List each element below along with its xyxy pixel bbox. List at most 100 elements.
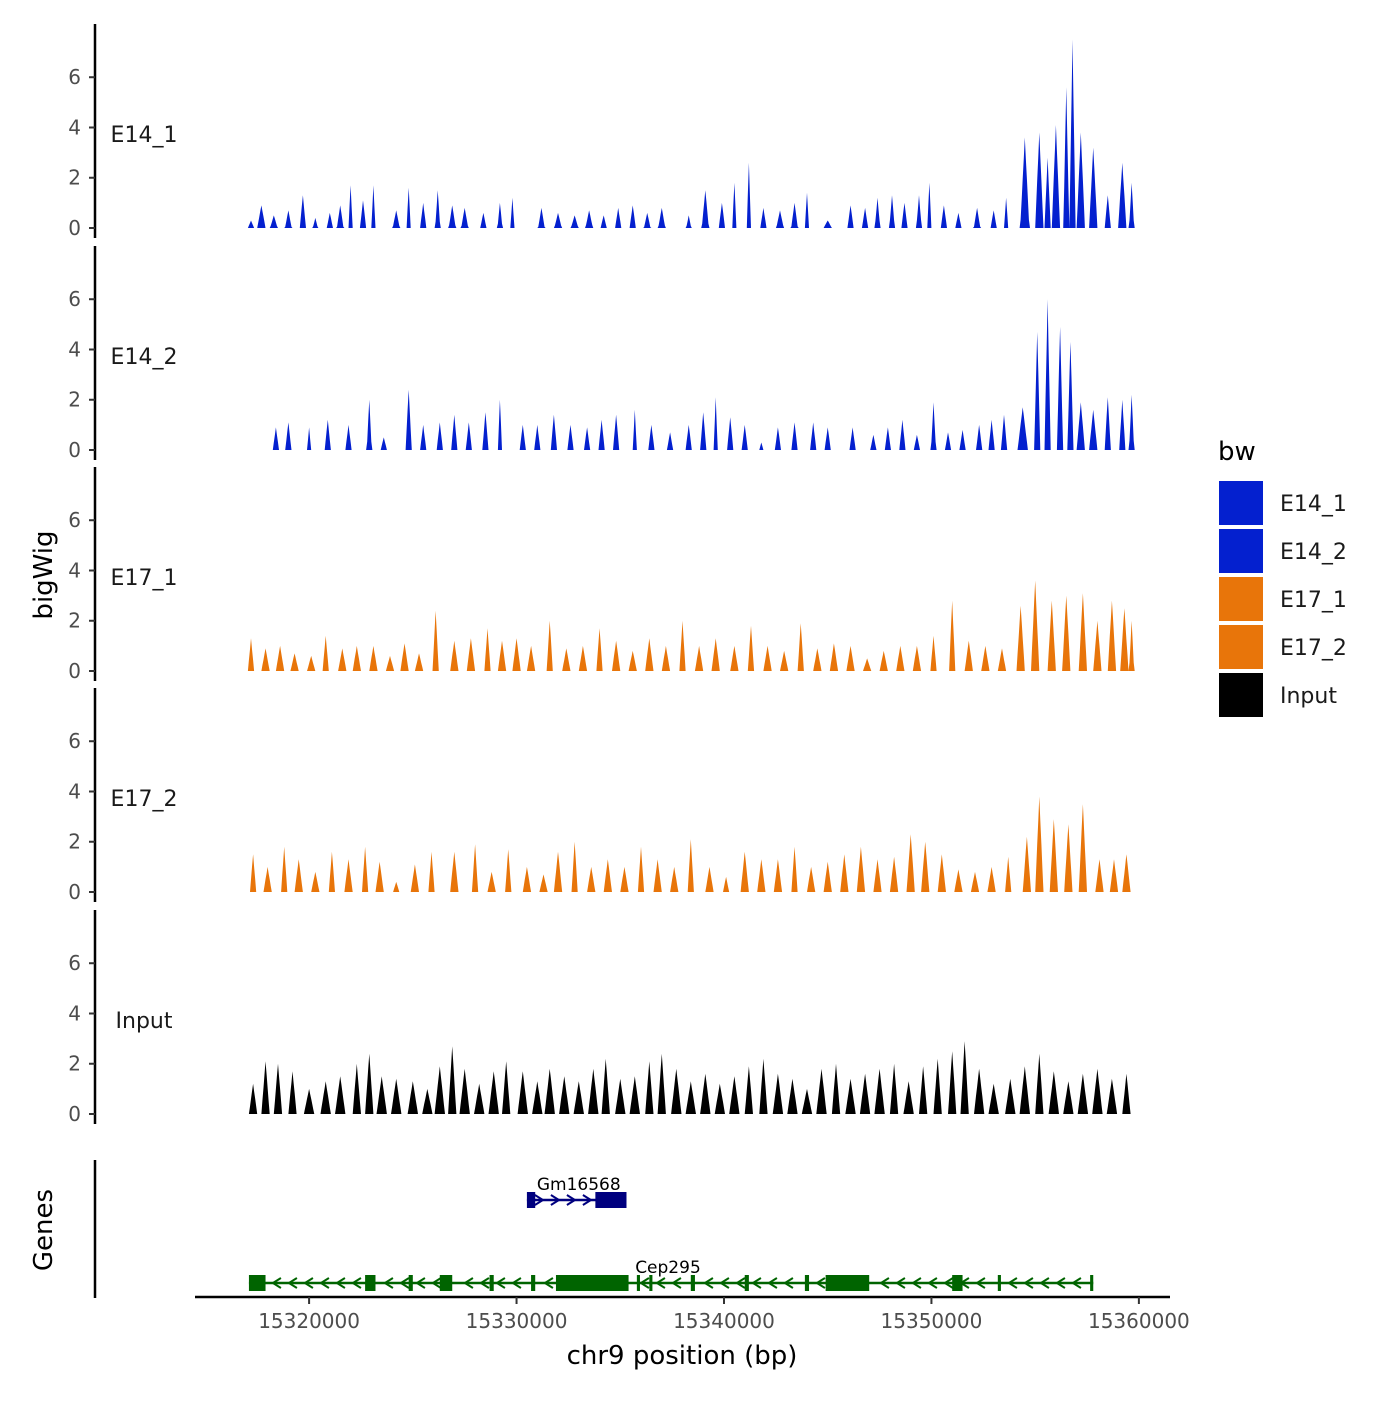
signal-area-e17-1 bbox=[246, 580, 1135, 671]
strand-arrow-cep295 bbox=[351, 1277, 362, 1289]
strand-arrow-gm16568 bbox=[534, 1194, 545, 1206]
exon-cep295-9 bbox=[690, 1275, 695, 1291]
strand-arrow-cep295 bbox=[383, 1277, 394, 1289]
exon-cep295-12 bbox=[825, 1275, 870, 1291]
exon-cep295-15 bbox=[1090, 1275, 1094, 1291]
strand-arrow-cep295 bbox=[815, 1277, 826, 1289]
strand-arrow-cep295 bbox=[495, 1277, 506, 1289]
exon-cep295-5 bbox=[531, 1275, 536, 1291]
strand-arrow-cep295 bbox=[1007, 1277, 1018, 1289]
exon-cep295-3 bbox=[439, 1275, 453, 1291]
signal-area-input bbox=[246, 1041, 1135, 1114]
strand-arrow-cep295 bbox=[511, 1277, 522, 1289]
strand-arrow-cep295 bbox=[287, 1277, 298, 1289]
exon-cep295-13 bbox=[952, 1275, 963, 1291]
exon-gm16568-0 bbox=[526, 1192, 536, 1208]
y-tick-label-e17-2-4: 4 bbox=[68, 779, 81, 803]
exon-cep295-11 bbox=[804, 1275, 810, 1291]
y-tick-label-input-0: 0 bbox=[68, 1102, 81, 1126]
track-label-e17-1: E17_1 bbox=[111, 566, 178, 591]
y-tick-label-e17-2-6: 6 bbox=[68, 729, 81, 753]
strand-arrow-cep295 bbox=[319, 1277, 330, 1289]
genes-axis-title: Genes bbox=[29, 1189, 59, 1271]
strand-arrow-gm16568 bbox=[582, 1194, 593, 1206]
strand-arrow-cep295 bbox=[303, 1277, 314, 1289]
strand-arrow-cep295 bbox=[927, 1277, 938, 1289]
y-tick-label-e14-2-0: 0 bbox=[68, 438, 81, 462]
strand-arrow-cep295 bbox=[543, 1277, 554, 1289]
strand-arrow-cep295 bbox=[655, 1277, 666, 1289]
legend-swatch-e14-1 bbox=[1219, 481, 1263, 525]
exon-cep295-7 bbox=[636, 1275, 640, 1291]
strand-arrow-cep295 bbox=[911, 1277, 922, 1289]
y-tick-label-e14-1-6: 6 bbox=[68, 65, 81, 89]
strand-arrow-cep295 bbox=[767, 1277, 778, 1289]
y-tick-label-e17-1-0: 0 bbox=[68, 659, 81, 683]
strand-arrow-cep295 bbox=[735, 1277, 746, 1289]
strand-arrow-cep295 bbox=[335, 1277, 346, 1289]
y-tick-label-e17-2-2: 2 bbox=[68, 830, 81, 854]
y-tick-label-input-2: 2 bbox=[68, 1052, 81, 1076]
track-label-input: Input bbox=[116, 1009, 173, 1034]
strand-arrow-cep295 bbox=[463, 1277, 474, 1289]
x-tick-label-15360000: 15360000 bbox=[1088, 1309, 1190, 1333]
legend-label-e14-2: E14_2 bbox=[1280, 540, 1347, 565]
y-tick-label-e17-1-2: 2 bbox=[68, 609, 81, 633]
strand-arrow-cep295 bbox=[415, 1277, 426, 1289]
track-label-e14-2: E14_2 bbox=[111, 345, 178, 370]
exon-cep295-1 bbox=[365, 1275, 376, 1291]
strand-arrow-cep295 bbox=[1055, 1277, 1066, 1289]
strand-arrow-gm16568 bbox=[550, 1194, 561, 1206]
strand-arrow-cep295 bbox=[783, 1277, 794, 1289]
x-tick-label-15340000: 15340000 bbox=[673, 1309, 775, 1333]
strand-arrow-cep295 bbox=[943, 1277, 954, 1289]
strand-arrow-cep295 bbox=[271, 1277, 282, 1289]
strand-arrow-cep295 bbox=[671, 1277, 682, 1289]
y-tick-label-e17-1-4: 4 bbox=[68, 558, 81, 582]
legend-swatch-input bbox=[1219, 673, 1263, 717]
exon-cep295-10 bbox=[744, 1275, 749, 1291]
x-tick-label-15330000: 15330000 bbox=[466, 1309, 568, 1333]
exon-cep295-4 bbox=[489, 1275, 494, 1291]
signal-area-e14-1 bbox=[246, 39, 1135, 228]
strand-arrow-cep295 bbox=[639, 1277, 650, 1289]
strand-arrow-cep295 bbox=[751, 1277, 762, 1289]
y-tick-label-e14-2-2: 2 bbox=[68, 388, 81, 412]
y-tick-label-e14-1-2: 2 bbox=[68, 166, 81, 190]
y-tick-label-e14-2-4: 4 bbox=[68, 337, 81, 361]
x-tick-label-15320000: 15320000 bbox=[258, 1309, 360, 1333]
y-tick-label-input-4: 4 bbox=[68, 1001, 81, 1025]
strand-arrow-cep295 bbox=[399, 1277, 410, 1289]
legend-swatch-e17-1 bbox=[1219, 577, 1263, 621]
legend-label-input: Input bbox=[1280, 684, 1337, 709]
legend-swatch-e17-2 bbox=[1219, 625, 1263, 669]
strand-arrow-cep295 bbox=[479, 1277, 490, 1289]
exon-cep295-14 bbox=[997, 1275, 1001, 1291]
exon-cep295-8 bbox=[649, 1275, 653, 1291]
strand-arrow-gm16568 bbox=[566, 1194, 577, 1206]
track-label-e14-1: E14_1 bbox=[111, 123, 178, 148]
y-tick-label-e14-1-0: 0 bbox=[68, 216, 81, 240]
legend-label-e14-1: E14_1 bbox=[1280, 492, 1347, 517]
signal-area-e17-2 bbox=[246, 796, 1135, 892]
x-tick-label-15350000: 15350000 bbox=[881, 1309, 983, 1333]
y-axis-title: bigWig bbox=[29, 530, 59, 619]
strand-arrow-cep295 bbox=[431, 1277, 442, 1289]
legend-title: bw bbox=[1218, 437, 1256, 467]
gene-label-gm16568: Gm16568 bbox=[537, 1175, 621, 1195]
track-label-e17-2: E17_2 bbox=[111, 787, 178, 812]
strand-arrow-cep295 bbox=[975, 1277, 986, 1289]
strand-arrow-cep295 bbox=[1039, 1277, 1050, 1289]
exon-cep295-2 bbox=[408, 1275, 413, 1291]
y-tick-label-e14-1-4: 4 bbox=[68, 115, 81, 139]
y-tick-label-e14-2-6: 6 bbox=[68, 287, 81, 311]
exon-gm16568-1 bbox=[595, 1192, 627, 1208]
strand-arrow-cep295 bbox=[1023, 1277, 1034, 1289]
legend-label-e17-2: E17_2 bbox=[1280, 636, 1347, 661]
strand-arrow-cep295 bbox=[1071, 1277, 1082, 1289]
strand-arrow-cep295 bbox=[895, 1277, 906, 1289]
exon-cep295-6 bbox=[555, 1275, 629, 1291]
y-tick-label-input-6: 6 bbox=[68, 951, 81, 975]
